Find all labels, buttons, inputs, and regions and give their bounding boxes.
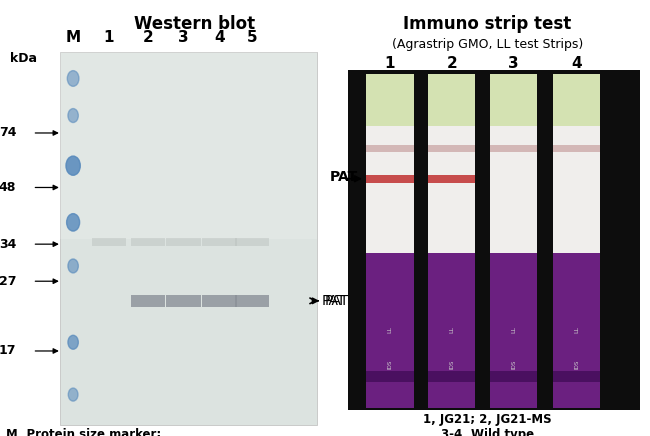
Bar — [490, 371, 537, 382]
Bar — [367, 145, 413, 152]
Text: IDS: IDS — [575, 359, 579, 369]
Bar — [553, 253, 601, 408]
Text: kDa: kDa — [10, 52, 37, 65]
Text: LL: LL — [575, 326, 579, 333]
Text: PAT: PAT — [330, 170, 358, 184]
Bar — [131, 295, 165, 307]
Text: M, Protein size marker;: M, Protein size marker; — [6, 428, 162, 436]
Text: Immuno strip test: Immuno strip test — [404, 15, 571, 33]
Bar — [545, 74, 553, 408]
Text: IDS: IDS — [449, 359, 454, 369]
Text: 5: 5 — [246, 30, 257, 44]
Bar — [131, 238, 165, 246]
Text: LL: LL — [511, 326, 516, 333]
Bar — [60, 52, 317, 239]
Text: 3-4, Wild type: 3-4, Wild type — [441, 428, 534, 436]
Text: 4: 4 — [214, 30, 225, 44]
Text: PAT: PAT — [313, 294, 350, 308]
Text: 1, JG21; 2, JG21-MS: 1, JG21; 2, JG21-MS — [423, 413, 552, 426]
Bar — [166, 238, 201, 246]
Text: 2: 2 — [142, 30, 153, 44]
Text: IDS: IDS — [387, 359, 393, 369]
Bar — [537, 74, 545, 408]
Text: 3: 3 — [508, 56, 519, 71]
Bar — [482, 74, 490, 408]
Bar — [601, 74, 608, 408]
Bar — [553, 74, 601, 126]
Bar — [413, 74, 422, 408]
Bar — [358, 74, 367, 408]
Bar — [367, 371, 413, 382]
Bar — [92, 238, 126, 246]
Text: PAT: PAT — [322, 294, 346, 308]
Bar — [235, 238, 269, 246]
Text: 48: 48 — [0, 181, 16, 194]
Text: LL: LL — [449, 326, 454, 333]
Bar — [235, 295, 269, 307]
Text: 1: 1 — [103, 30, 114, 44]
Bar — [553, 145, 601, 152]
Bar — [428, 175, 475, 183]
Text: Western blot: Western blot — [135, 15, 255, 33]
Text: 2: 2 — [447, 56, 457, 71]
Circle shape — [68, 109, 79, 123]
Bar — [428, 74, 475, 126]
Text: 34: 34 — [0, 238, 16, 251]
Bar — [60, 52, 317, 425]
Bar — [490, 145, 537, 152]
Bar — [202, 238, 237, 246]
Bar — [166, 295, 201, 307]
Bar — [367, 74, 413, 126]
Bar — [428, 145, 475, 152]
Bar — [420, 74, 428, 408]
Bar — [367, 74, 413, 253]
Text: 1: 1 — [385, 56, 395, 71]
Circle shape — [68, 335, 79, 349]
Circle shape — [68, 71, 79, 86]
Text: 74: 74 — [0, 126, 16, 140]
Text: M: M — [66, 30, 81, 44]
Text: (Agrastrip GMO, LL test Strips): (Agrastrip GMO, LL test Strips) — [392, 38, 583, 51]
Circle shape — [66, 214, 79, 231]
Bar — [367, 253, 413, 408]
Text: 4: 4 — [571, 56, 582, 71]
Text: 17: 17 — [0, 344, 16, 358]
Bar — [475, 74, 484, 408]
Bar — [428, 253, 475, 408]
Text: IDS: IDS — [511, 359, 516, 369]
Bar — [428, 74, 475, 253]
Bar — [553, 371, 601, 382]
Text: 3: 3 — [178, 30, 189, 44]
Circle shape — [66, 156, 81, 175]
Bar — [490, 74, 537, 253]
Bar — [490, 74, 537, 126]
Bar — [490, 253, 537, 408]
Circle shape — [68, 388, 78, 401]
Circle shape — [68, 259, 79, 273]
Bar — [428, 371, 475, 382]
Bar — [202, 295, 237, 307]
Text: 27: 27 — [0, 275, 16, 288]
Bar — [348, 70, 640, 410]
Bar — [553, 74, 601, 253]
Text: LL: LL — [387, 326, 393, 333]
Bar — [367, 175, 413, 183]
